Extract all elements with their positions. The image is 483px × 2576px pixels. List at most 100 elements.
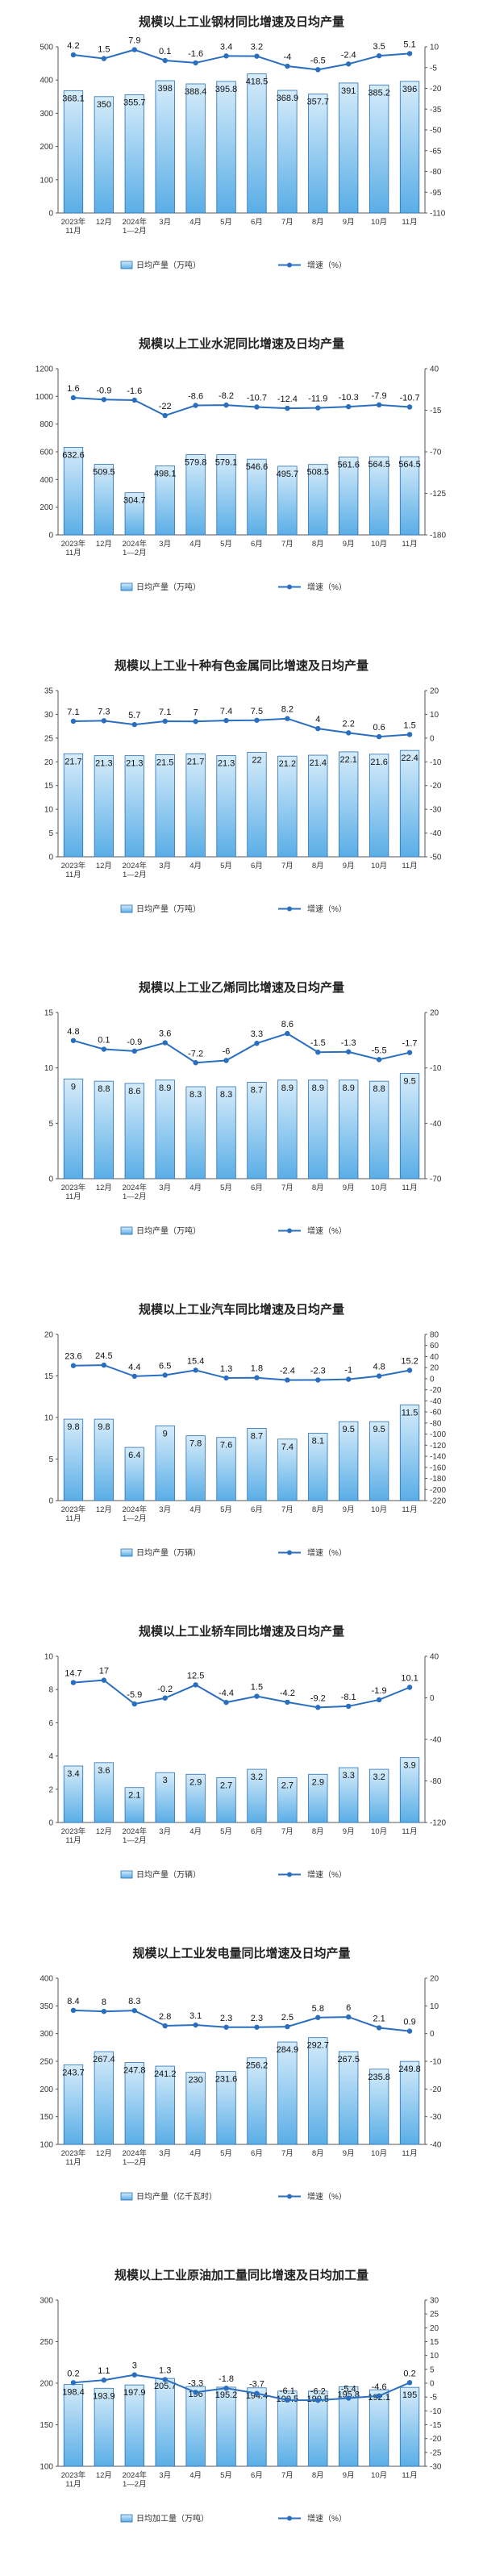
growth-point <box>346 61 352 67</box>
growth-value-label: -2.4 <box>280 1367 295 1376</box>
bar-value-label: 2.9 <box>312 1777 324 1787</box>
growth-point <box>131 721 137 728</box>
growth-value-label: 2.8 <box>159 2012 171 2022</box>
right-tick-label: 0 <box>430 1694 435 1703</box>
bar <box>247 752 267 858</box>
bar-value-label: 579.8 <box>185 457 207 467</box>
legend-line-label: 增速（%） <box>307 1869 347 1880</box>
bar-value-label: 205.7 <box>154 2382 177 2391</box>
bar-value-label: 21.3 <box>218 759 235 769</box>
legend-bar-label: 日均产量（万吨） <box>136 904 201 914</box>
growth-point <box>254 53 260 59</box>
category-label: 8月 <box>312 862 324 870</box>
bar-value-label: 508.5 <box>307 468 330 478</box>
left-tick-label: 10 <box>44 806 54 815</box>
growth-point <box>406 1685 413 1690</box>
right-tick-label: 20 <box>430 687 439 696</box>
growth-value-label: 7.5 <box>251 707 263 716</box>
growth-value-label: 7.1 <box>159 708 171 717</box>
growth-value-label: -9.2 <box>310 1693 326 1703</box>
category-label: 7月 <box>281 1827 294 1836</box>
growth-value-label: -1.7 <box>402 1039 418 1049</box>
category-label: 4月 <box>189 1184 202 1192</box>
growth-line <box>73 396 410 417</box>
category-label: 8月 <box>312 1827 324 1836</box>
legend-line-marker <box>287 906 292 912</box>
bar <box>308 1079 328 1179</box>
bar-value-label: 8.9 <box>312 1083 324 1093</box>
growth-point <box>131 1701 137 1707</box>
bar <box>63 1765 84 1823</box>
chart-svg: 规模以上工业汽车同比增速及日均产量 0 5 10 15 20 80 60 40 20 0 -20 -40… <box>44 1302 447 1558</box>
bar <box>63 1078 84 1179</box>
bar-value-label: 546.6 <box>246 462 269 472</box>
category-label: 8月 <box>312 2471 324 2480</box>
growth-point <box>131 2372 137 2378</box>
growth-value-label: 4.8 <box>373 1363 385 1372</box>
left-tick-label: 15 <box>44 1009 54 1018</box>
growth-line <box>73 2374 410 2402</box>
legend-line-marker <box>287 262 292 268</box>
bar-value-label: 267.5 <box>337 2055 360 2065</box>
bar <box>277 1079 298 1179</box>
bar <box>368 456 389 536</box>
growth-value-label: 0.9 <box>403 2018 415 2027</box>
bar <box>94 464 115 536</box>
left-tick-label: 15 <box>44 782 54 791</box>
growth-value-label: 8 <box>102 1998 106 2007</box>
bar <box>339 1079 359 1179</box>
bar-value-label: 21.5 <box>156 758 173 767</box>
chart-panel: 规模以上工业轿车同比增速及日均产量 0 2 4 6 8 10 40 0 -40 -80 -120 3.4… <box>0 1609 483 1931</box>
growth-value-label: 1.5 <box>403 720 415 730</box>
right-tick-label: -35 <box>430 106 442 115</box>
left-tick-label: 0 <box>48 1819 53 1828</box>
category-label: 2023年 11月 <box>61 539 86 557</box>
category-label: 12月 <box>96 1505 112 1514</box>
category-label: 11月 <box>402 2471 417 2480</box>
growth-point <box>70 1680 77 1685</box>
category-label: 4月 <box>189 1827 202 1836</box>
bar <box>124 1083 144 1179</box>
growth-point <box>162 412 168 419</box>
growth-point <box>346 403 352 410</box>
category-label: 10月 <box>371 540 387 549</box>
category-label: 12月 <box>96 218 112 227</box>
bar-value-label: 3.4 <box>67 1769 79 1779</box>
bar <box>399 2060 420 2145</box>
category-label: 4月 <box>189 2471 202 2480</box>
growth-point <box>70 718 77 724</box>
category-label: 8月 <box>312 1505 324 1514</box>
chart-panel: 规模以上工业发电量同比增速及日均产量 100 150 200 250 300 350 400 2… <box>0 1931 483 2253</box>
bar-value-label: 368.1 <box>62 94 85 103</box>
right-tick-label: 0 <box>430 2030 435 2039</box>
growth-value-label: -7.9 <box>372 391 387 401</box>
legend-bar-label: 日均产量（万吨） <box>136 1225 201 1236</box>
bar-value-label: 3 <box>163 1776 168 1785</box>
growth-value-label: 1.6 <box>67 384 79 394</box>
legend-bar-swatch <box>120 1226 133 1235</box>
growth-point <box>376 1373 382 1379</box>
right-tick-label: -10 <box>430 2407 442 2416</box>
growth-point <box>406 51 413 56</box>
growth-value-label: -1.3 <box>341 1038 356 1048</box>
chart-title: 规模以上工业钢材同比增速及日均产量 <box>139 15 344 29</box>
bar <box>124 1787 144 1823</box>
category-label: 3月 <box>159 1505 171 1514</box>
category-label: 3月 <box>159 862 171 870</box>
growth-point <box>131 1373 137 1380</box>
growth-value-label: -4.4 <box>219 1689 234 1698</box>
growth-value-label: 8.6 <box>281 1020 294 1029</box>
growth-value-label: -4.2 <box>280 1689 295 1698</box>
legend-bar-swatch <box>120 1870 133 1879</box>
left-tick-label: 25 <box>44 734 54 743</box>
growth-point <box>285 2023 290 2030</box>
category-label: 12月 <box>96 540 112 549</box>
growth-value-label: 3.4 <box>220 42 232 52</box>
growth-point <box>406 1050 413 1055</box>
growth-value-label: 7.4 <box>220 707 232 716</box>
right-tick-label: -60 <box>430 1409 442 1417</box>
growth-line <box>73 1033 410 1064</box>
bar <box>216 1776 236 1823</box>
left-tick-label: 200 <box>40 2380 53 2389</box>
right-tick-label: 20 <box>430 1009 439 1018</box>
